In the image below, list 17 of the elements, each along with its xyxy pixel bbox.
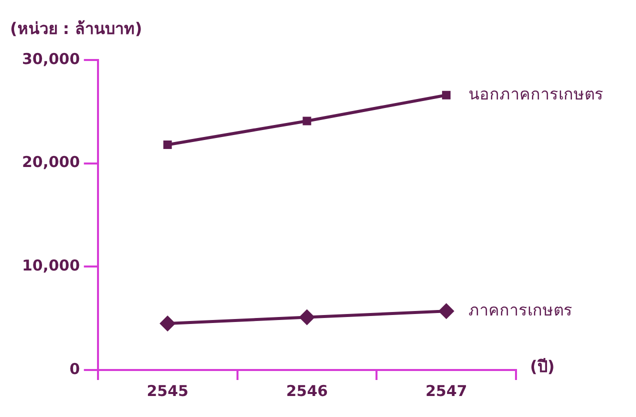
point — [163, 140, 172, 149]
y-axis-title: (หน่วย : ล้านบาท) — [10, 19, 142, 38]
y-tick-label: 30,000 — [22, 50, 80, 68]
series-label: นอกภาคการเกษตร — [468, 84, 604, 104]
x-tick-label: 2546 — [286, 382, 328, 400]
point — [160, 316, 176, 332]
y-tick-label: 10,000 — [22, 256, 80, 275]
x-axis-title: (ปี) — [530, 357, 555, 376]
point — [302, 116, 312, 126]
y-tick-label: 0 — [69, 360, 80, 378]
point — [438, 303, 454, 320]
x-tick-label: 2547 — [425, 382, 468, 400]
series-label: ภาคการเกษตร — [468, 300, 572, 320]
x-tick-label: 2545 — [146, 382, 188, 400]
y-tick-label: 20,000 — [22, 153, 80, 172]
point — [442, 90, 451, 100]
point — [298, 309, 315, 326]
